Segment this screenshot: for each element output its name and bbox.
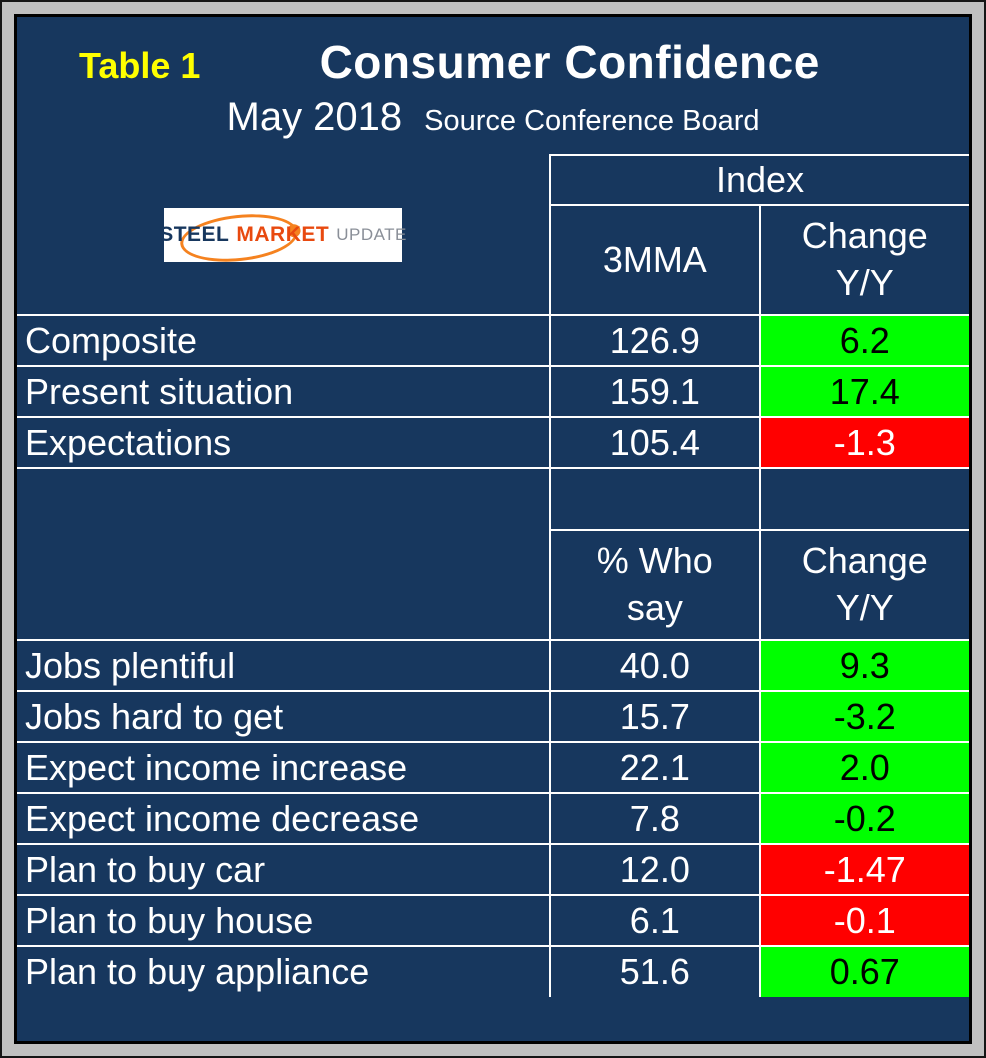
row-change: 9.3	[758, 639, 969, 692]
row-change: 17.4	[758, 365, 969, 418]
row-change: 2.0	[758, 741, 969, 794]
row-value: 22.1	[549, 741, 761, 794]
table-row: Plan to buy house 6.1 -0.1	[17, 894, 969, 947]
row-value: 51.6	[549, 945, 761, 997]
row-value: 40.0	[549, 639, 761, 692]
blank-value-cell	[549, 467, 761, 531]
table-label: Table 1	[79, 45, 201, 86]
table-row: Composite 126.9 6.2	[17, 314, 969, 367]
row-change: -3.2	[758, 690, 969, 743]
blank-change-cell	[758, 467, 969, 531]
table-row: Present situation 159.1 17.4	[17, 365, 969, 418]
row-value: 6.1	[549, 894, 761, 947]
group-header-row: STEEL MARKET UPDATE Index	[17, 154, 969, 316]
row-value: 105.4	[549, 416, 761, 469]
logo-cell: STEEL MARKET UPDATE	[17, 155, 552, 316]
logo-word-steel: STEEL	[159, 222, 230, 246]
spacer-row	[17, 467, 969, 641]
row-label: Composite	[17, 314, 552, 367]
logo-word-market: MARKET	[236, 222, 330, 246]
index-group-header: Index	[549, 154, 969, 206]
row-change: -0.2	[758, 792, 969, 845]
table-row: Plan to buy appliance 51.6 0.67	[17, 945, 969, 997]
source-label: Source Conference Board	[424, 105, 760, 137]
row-label: Expect income increase	[17, 741, 552, 794]
value-column-header-1-text: 3MMA	[602, 238, 707, 280]
change-column-header-1: Change Y/Y	[758, 204, 969, 316]
row-change: -1.3	[758, 416, 969, 469]
subtitle-row: May 2018 Source Conference Board	[17, 89, 969, 154]
row-label: Present situation	[17, 365, 552, 418]
change-column-header-2: Change Y/Y	[758, 529, 969, 641]
table-row: Expect income decrease 7.8 -0.2	[17, 792, 969, 845]
column-header-row-2: % Who say Change Y/Y	[17, 529, 969, 641]
row-label: Jobs hard to get	[17, 690, 552, 743]
value-column-header-2: % Who say	[550, 529, 761, 641]
row-change: 0.67	[758, 945, 969, 997]
row-change: -1.47	[758, 843, 969, 896]
change-column-header-1-text: Change Y/Y	[801, 215, 928, 303]
row-change: -0.1	[758, 894, 969, 947]
row-change: 6.2	[758, 314, 969, 367]
logo-word-update: UPDATE	[336, 224, 407, 244]
steel-market-update-logo: STEEL MARKET UPDATE	[159, 207, 406, 267]
change-column-header-2-text: Change Y/Y	[801, 540, 928, 628]
row-value: 7.8	[549, 792, 761, 845]
row-label: Plan to buy house	[17, 894, 552, 947]
row-label: Expectations	[17, 416, 552, 469]
row-label: Jobs plentiful	[17, 639, 552, 692]
table-row: Expect income increase 22.1 2.0	[17, 741, 969, 794]
row-label: Plan to buy appliance	[17, 945, 552, 997]
page-title: Consumer Confidence	[319, 36, 820, 88]
table-row: Plan to buy car 12.0 -1.47	[17, 843, 969, 896]
value-column-header-2-text: % Who say	[596, 540, 713, 628]
row-value: 12.0	[549, 843, 761, 896]
value-column-header-1: 3MMA	[550, 204, 761, 316]
table-row: Jobs plentiful 40.0 9.3	[17, 639, 969, 692]
table-row: Expectations 105.4 -1.3	[17, 416, 969, 469]
consumer-confidence-table: STEEL MARKET UPDATE Index 3MMA Change Y/…	[17, 154, 969, 997]
consumer-confidence-panel: Table 1 Consumer Confidence May 2018 Sou…	[14, 14, 972, 1044]
row-value: 159.1	[549, 365, 761, 418]
row-value: 126.9	[549, 314, 761, 367]
blank-label-cell	[17, 467, 552, 641]
report-month: May 2018	[226, 95, 403, 139]
title-row: Table 1 Consumer Confidence	[17, 17, 969, 89]
row-label: Expect income decrease	[17, 792, 552, 845]
column-header-row-1: 3MMA Change Y/Y	[17, 204, 969, 316]
table-row: Jobs hard to get 15.7 -3.2	[17, 690, 969, 743]
row-value: 15.7	[549, 690, 761, 743]
row-label: Plan to buy car	[17, 843, 552, 896]
